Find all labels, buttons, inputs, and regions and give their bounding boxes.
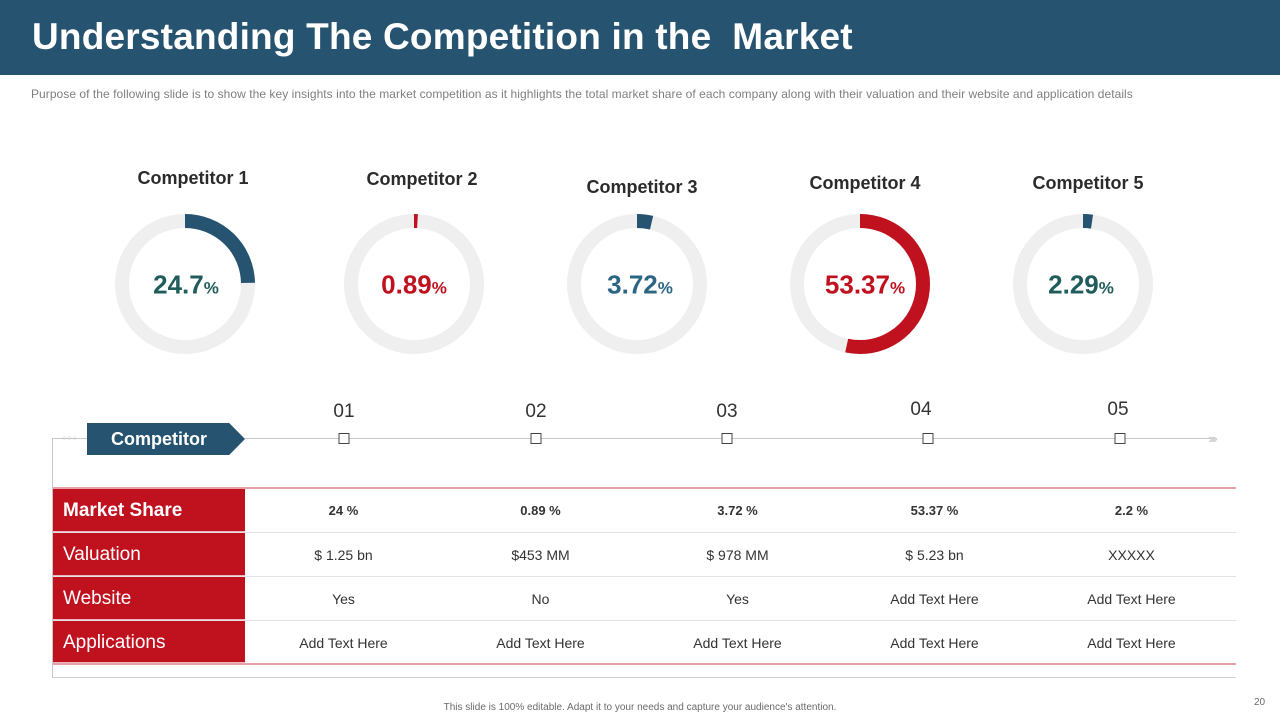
table-cell: $453 MM — [511, 547, 570, 563]
table-cell: 2.2 % — [1114, 503, 1149, 518]
competitor-1-donut — [115, 214, 255, 354]
marker-box-2 — [530, 433, 542, 444]
table-cell: Add Text Here — [890, 591, 979, 607]
competitor-5-donut — [1013, 214, 1153, 354]
marker-number-5: 05 — [1107, 399, 1129, 420]
table-cell: 3.72 % — [717, 503, 758, 518]
competitor-1-arc — [115, 214, 255, 354]
competitor-3-value: 3.72% — [607, 269, 673, 300]
row-header-market-share: Market Share — [53, 489, 245, 532]
competitor-4-donut — [790, 214, 930, 354]
marker-box-3 — [721, 433, 733, 444]
marker-number-2: 02 — [525, 401, 547, 422]
slide-subtitle: Purpose of the following slide is to sho… — [31, 87, 1133, 101]
table-cell: XXXXX — [1108, 547, 1155, 563]
table-cell: No — [531, 591, 550, 607]
table-frame-bottom — [52, 677, 1236, 678]
marker-number-3: 03 — [716, 401, 738, 422]
table-cell: 53.37 % — [910, 503, 959, 518]
competitor-3-donut — [567, 214, 707, 354]
competitor-3-arc — [567, 214, 707, 354]
row-header-valuation: Valuation — [53, 533, 245, 576]
table-cell: Add Text Here — [693, 635, 782, 651]
table-cell: Add Text Here — [1087, 635, 1176, 651]
row-applications: Applications Add Text Here Add Text Here… — [53, 621, 1236, 665]
row-market-share: Market Share 24 % 0.89 % 3.72 % 53.37 % … — [53, 489, 1236, 533]
footer-note: This slide is 100% editable. Adapt it to… — [443, 702, 837, 713]
competitor-2-donut — [344, 214, 484, 354]
table-frame-left — [52, 438, 53, 678]
competitor-4-name: Competitor 4 — [809, 173, 921, 193]
table-cell: $ 1.25 bn — [314, 547, 373, 563]
table-cell: Yes — [332, 591, 355, 607]
page-number: 20 — [1254, 697, 1266, 708]
table-cell: Add Text Here — [890, 635, 979, 651]
competitor-1-name: Competitor 1 — [137, 168, 249, 188]
competitor-2-arc — [344, 214, 484, 354]
timeline-start-dots: ○○○ — [62, 435, 78, 442]
marker-box-1 — [338, 433, 350, 444]
row-valuation: Valuation $ 1.25 bn $453 MM $ 978 MM $ 5… — [53, 533, 1236, 577]
title-bar: Understanding The Competition in the Mar… — [0, 0, 1280, 75]
table-cell: 0.89 % — [520, 503, 561, 518]
table-cell: Add Text Here — [496, 635, 585, 651]
table-cell: Add Text Here — [1087, 591, 1176, 607]
marker-number-4: 04 — [910, 399, 932, 420]
row-header-applications: Applications — [53, 621, 245, 663]
table-cell: 24 % — [328, 503, 359, 518]
table-cell: $ 5.23 bn — [905, 547, 964, 563]
competitor-2-name: Competitor 2 — [366, 169, 478, 189]
competitor-1-value: 24.7% — [153, 269, 219, 300]
table-cell: $ 978 MM — [706, 547, 769, 563]
timeline-start-line — [52, 438, 88, 439]
table-cell: Add Text Here — [299, 635, 388, 651]
competitor-4-arc — [790, 214, 930, 354]
competitor-4-value: 53.37% — [824, 269, 906, 300]
row-website: Website Yes No Yes Add Text Here Add Tex… — [53, 577, 1236, 621]
competitor-2-value: 0.89% — [381, 269, 447, 300]
competition-table: Market Share 24 % 0.89 % 3.72 % 53.37 % … — [53, 487, 1236, 665]
competitor-5-name: Competitor 5 — [1032, 173, 1144, 193]
marker-box-4 — [922, 433, 934, 444]
competitor-tag: Competitor — [87, 423, 245, 455]
marker-box-5 — [1114, 433, 1126, 444]
marker-number-1: 01 — [333, 401, 355, 422]
timeline-arrow-icon: ››››› — [1208, 431, 1218, 446]
competitor-3-name: Competitor 3 — [586, 177, 698, 197]
competitor-5-arc — [1013, 214, 1153, 354]
table-cell: Yes — [726, 591, 749, 607]
competitor-5-value: 2.29% — [1048, 269, 1114, 300]
slide-title: Understanding The Competition in the Mar… — [32, 16, 853, 57]
row-header-website: Website — [53, 577, 245, 620]
